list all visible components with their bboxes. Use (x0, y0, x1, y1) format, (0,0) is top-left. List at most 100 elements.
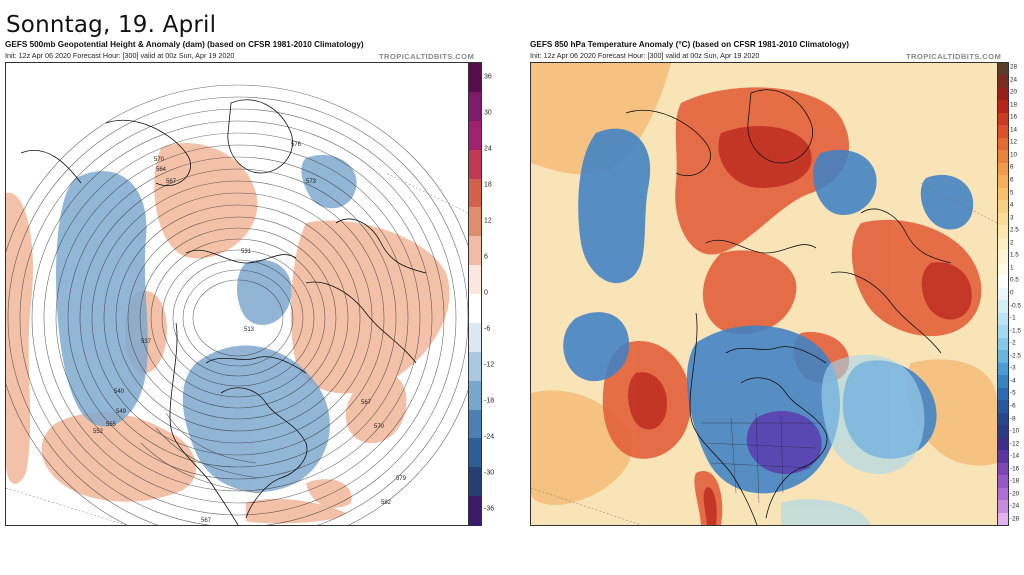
colorbar-segment (469, 409, 481, 439)
colorbar-segment (998, 312, 1008, 326)
colorbar-tick-label: 3 (1010, 214, 1014, 222)
contour-label: 570 (374, 424, 385, 430)
colorbar-segment (998, 475, 1008, 489)
height-contours (6, 84, 468, 525)
colorbar-tick-label: -2 (1010, 339, 1016, 347)
colorbar-segment (998, 100, 1008, 114)
colorbar-tick-label: 36 (484, 73, 492, 81)
colorbar-segment (998, 437, 1008, 451)
colorbar-segment (998, 462, 1008, 476)
colorbar-segment (998, 450, 1008, 464)
colorbar-tick-label: -16 (1010, 465, 1020, 473)
height-anomaly-map-svg: 567 564 570 573 576 531 513 537 540 549 … (6, 63, 468, 525)
colorbar-tick-label: 18 (1010, 101, 1018, 109)
colorbar-segment (998, 187, 1008, 201)
colorbar-segment (998, 400, 1008, 414)
colorbar-tick-label: -1 (1010, 314, 1016, 322)
contour-label: 579 (396, 476, 407, 482)
height-anomaly-colorbar (468, 62, 482, 526)
colorbar-tick-label: 12 (484, 217, 492, 225)
colorbar-segment (998, 412, 1008, 426)
contour-label: 564 (156, 167, 167, 173)
colorbar-tick-label: 14 (1010, 126, 1018, 134)
colorbar-segment (998, 87, 1008, 101)
colorbar-tick-label: 8 (1010, 163, 1014, 171)
colorbar-segment (998, 300, 1008, 314)
colorbar-segment (998, 325, 1008, 339)
colorbar-segment (998, 387, 1008, 401)
coastlines (20, 99, 427, 525)
colorbar-tick-label: -3 (1010, 364, 1016, 372)
colorbar-segment (998, 275, 1008, 289)
colorbar-tick-label: -10 (1010, 427, 1020, 435)
colorbar-tick-label: 30 (484, 109, 492, 117)
colorbar-segment (998, 125, 1008, 139)
state-borders (701, 412, 821, 504)
colorbar-tick-label: -18 (484, 397, 495, 405)
contour-label: 513 (244, 327, 255, 333)
coastlines (625, 89, 952, 525)
right-map-subtitle: Init: 12z Apr 06 2020 Forecast Hour: [30… (530, 51, 760, 60)
colorbar-segment (469, 120, 481, 151)
temperature-anomaly-map-svg (531, 63, 997, 525)
contour-label: 567 (166, 179, 177, 185)
colorbar-segment (998, 500, 1008, 513)
contour-label: 567 (201, 518, 212, 524)
colorbar-tick-label: -30 (484, 469, 495, 477)
strong-warm-cores (628, 125, 972, 525)
colorbar-tick-label: 24 (484, 145, 492, 153)
colorbar-segment (998, 487, 1008, 501)
colorbar-tick-label: -20 (1010, 490, 1020, 498)
colorbar-tick-label: 28 (1010, 63, 1018, 71)
right-map-title: GEFS 850 hPa Temperature Anomaly (°C) (b… (530, 40, 850, 49)
colorbar-tick-label: -24 (1010, 502, 1020, 510)
colorbar-tick-label: -14 (1010, 452, 1020, 460)
colorbar-tick-label: -28 (1010, 515, 1020, 523)
contour-label: 582 (381, 500, 392, 506)
temperature-anomaly-map (530, 62, 998, 526)
colorbar-segment (469, 294, 481, 324)
colorbar-tick-label: 18 (484, 181, 492, 189)
colorbar-segment (998, 225, 1008, 239)
contour-label: 540 (114, 389, 125, 395)
colorbar-tick-label: -18 (1010, 477, 1020, 485)
slide-title: Sonntag, 19. April (6, 12, 217, 38)
colorbar-segment (998, 212, 1008, 226)
colorbar-tick-label: 10 (1010, 151, 1018, 159)
colorbar-tick-label: -12 (1010, 440, 1020, 448)
colorbar-tick-label: 1.5 (1010, 251, 1019, 259)
negative-anomaly-areas (56, 154, 357, 492)
colorbar-tick-label: -2.5 (1010, 352, 1021, 360)
colorbar-segment (998, 137, 1008, 151)
colorbar-segment (998, 262, 1008, 276)
colorbar-tick-label: 24 (1010, 76, 1018, 84)
colorbar-segment (469, 265, 481, 295)
height-anomaly-panel: GEFS 500mb Geopotential Height & Anomaly… (5, 40, 495, 526)
colorbar-segment (998, 150, 1008, 164)
colorbar-segment (998, 287, 1008, 301)
colorbar-tick-label: 6 (484, 253, 488, 261)
colorbar-segment (998, 63, 1008, 76)
colorbar-segment (998, 112, 1008, 126)
colorbar-segment (998, 512, 1008, 526)
colorbar-segment (469, 438, 481, 468)
colorbar-tick-label: -6 (484, 325, 491, 333)
colorbar-tick-label: 0 (1010, 289, 1014, 297)
colorbar-tick-label: 0 (484, 289, 488, 297)
colorbar-tick-label: 12 (1010, 138, 1018, 146)
contour-label: 555 (106, 422, 117, 428)
colorbar-tick-label: -0.5 (1010, 302, 1021, 310)
colorbar-tick-label: -24 (484, 433, 495, 441)
contour-label: 570 (154, 157, 165, 163)
colorbar-segment (469, 63, 481, 93)
colorbar-tick-label: -5 (1010, 389, 1016, 397)
colorbar-segment (998, 250, 1008, 264)
colorbar-tick-label: 16 (1010, 113, 1018, 121)
colorbar-segment (469, 496, 481, 526)
colorbar-tick-label: -12 (484, 361, 495, 369)
left-map-subtitle: Init: 12z Apr 06 2020 Forecast Hour: [30… (5, 51, 235, 60)
colorbar-tick-label: 5 (1010, 189, 1014, 197)
colorbar-segment (469, 467, 481, 497)
left-map-title: GEFS 500mb Geopotential Height & Anomaly… (5, 40, 364, 49)
colorbar-segment (998, 350, 1008, 364)
